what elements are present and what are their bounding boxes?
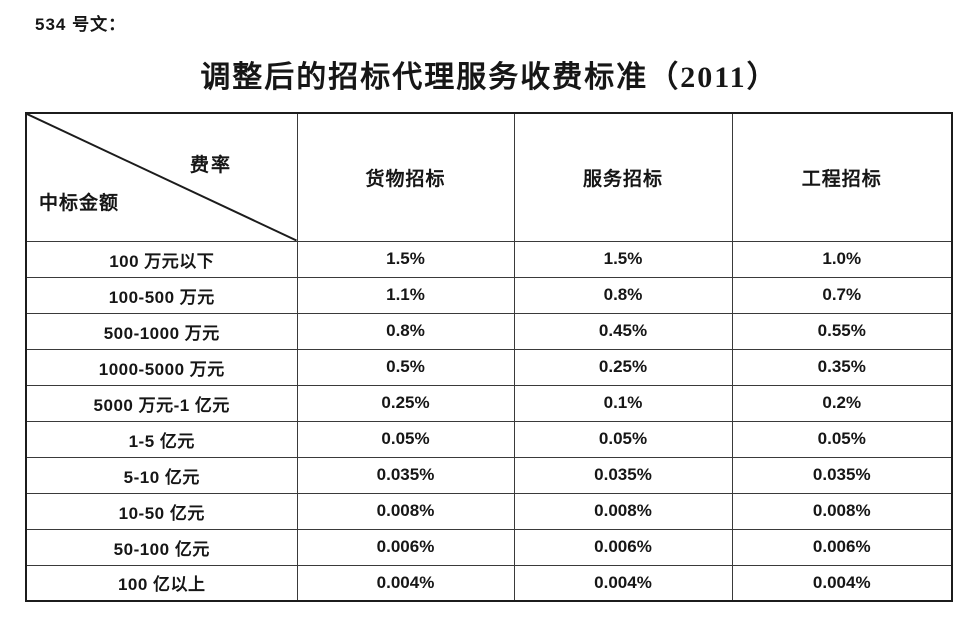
rate-cell: 1.0% bbox=[731, 240, 953, 278]
table-row: 100-500 万元 1.1% 0.8% 0.7% bbox=[25, 276, 953, 314]
amount-cell: 500-1000 万元 bbox=[25, 312, 298, 350]
column-header-engineering-bidding: 工程招标 bbox=[731, 112, 953, 242]
table-row: 100 亿以上 0.004% 0.004% 0.004% bbox=[25, 564, 953, 602]
column-header-service-bidding: 服务招标 bbox=[513, 112, 733, 242]
rate-cell: 0.45% bbox=[513, 312, 733, 350]
column-header-goods-bidding: 货物招标 bbox=[296, 112, 515, 242]
rate-cell: 0.035% bbox=[513, 456, 733, 494]
rate-cell: 1.5% bbox=[513, 240, 733, 278]
table-row: 5000 万元-1 亿元 0.25% 0.1% 0.2% bbox=[25, 384, 953, 422]
amount-cell: 100 万元以下 bbox=[25, 240, 298, 278]
amount-cell: 100-500 万元 bbox=[25, 276, 298, 314]
rate-cell: 0.006% bbox=[731, 528, 953, 566]
header-row: 费率 中标金额 货物招标 服务招标 工程招标 bbox=[25, 112, 953, 242]
rate-cell: 0.035% bbox=[296, 456, 515, 494]
table-row: 500-1000 万元 0.8% 0.45% 0.55% bbox=[25, 312, 953, 350]
amount-cell: 5000 万元-1 亿元 bbox=[25, 384, 298, 422]
rate-cell: 0.8% bbox=[513, 276, 733, 314]
rate-cell: 0.008% bbox=[513, 492, 733, 530]
rate-cell: 0.5% bbox=[296, 348, 515, 386]
table-row: 1000-5000 万元 0.5% 0.25% 0.35% bbox=[25, 348, 953, 386]
rate-cell: 0.35% bbox=[731, 348, 953, 386]
rate-cell: 0.006% bbox=[513, 528, 733, 566]
rate-cell: 0.05% bbox=[513, 420, 733, 458]
table-row: 100 万元以下 1.5% 1.5% 1.0% bbox=[25, 240, 953, 278]
amount-cell: 1000-5000 万元 bbox=[25, 348, 298, 386]
amount-cell: 50-100 亿元 bbox=[25, 528, 298, 566]
diagonal-divider-line bbox=[27, 114, 296, 240]
rate-cell: 0.25% bbox=[513, 348, 733, 386]
rate-cell: 0.008% bbox=[731, 492, 953, 530]
rate-cell: 0.25% bbox=[296, 384, 515, 422]
rate-cell: 0.035% bbox=[731, 456, 953, 494]
doc-number-label: 534 号文： bbox=[35, 15, 127, 34]
table-row: 1-5 亿元 0.05% 0.05% 0.05% bbox=[25, 420, 953, 458]
rate-cell: 0.2% bbox=[731, 384, 953, 422]
rate-cell: 0.55% bbox=[731, 312, 953, 350]
page-title: 调整后的招标代理服务收费标准（2011） bbox=[200, 61, 779, 94]
fee-standard-table: 费率 中标金额 货物招标 服务招标 工程招标 100 万元以下 1.5% 1.5… bbox=[25, 112, 953, 602]
rate-cell: 1.1% bbox=[296, 276, 515, 314]
rate-cell: 0.006% bbox=[296, 528, 515, 566]
corner-header-cell: 费率 中标金额 bbox=[25, 112, 298, 242]
corner-label-amount: 中标金额 bbox=[39, 193, 120, 214]
amount-cell: 5-10 亿元 bbox=[25, 456, 298, 494]
rate-cell: 0.004% bbox=[296, 564, 515, 602]
rate-cell: 0.8% bbox=[296, 312, 515, 350]
rate-cell: 0.1% bbox=[513, 384, 733, 422]
amount-cell: 10-50 亿元 bbox=[25, 492, 298, 530]
rate-cell: 0.05% bbox=[296, 420, 515, 458]
rate-cell: 0.004% bbox=[513, 564, 733, 602]
rate-cell: 1.5% bbox=[296, 240, 515, 278]
rate-cell: 0.008% bbox=[296, 492, 515, 530]
amount-cell: 1-5 亿元 bbox=[25, 420, 298, 458]
rate-cell: 0.7% bbox=[731, 276, 953, 314]
table-row: 10-50 亿元 0.008% 0.008% 0.008% bbox=[25, 492, 953, 530]
corner-label-rate: 费率 bbox=[190, 155, 233, 176]
table-row: 50-100 亿元 0.006% 0.006% 0.006% bbox=[25, 528, 953, 566]
table-row: 5-10 亿元 0.035% 0.035% 0.035% bbox=[25, 456, 953, 494]
rate-cell: 0.004% bbox=[731, 564, 953, 602]
rate-cell: 0.05% bbox=[731, 420, 953, 458]
amount-cell: 100 亿以上 bbox=[25, 564, 298, 602]
